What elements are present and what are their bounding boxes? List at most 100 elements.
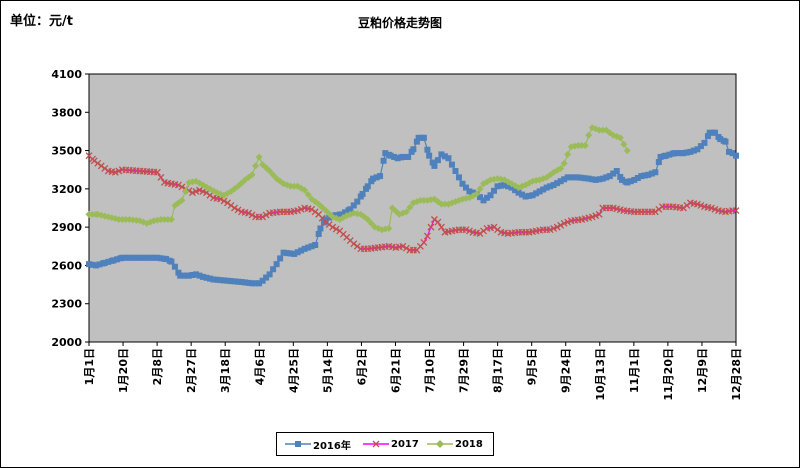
data-point bbox=[126, 254, 133, 261]
data-point bbox=[178, 183, 186, 191]
x-tick-label: 2月8日 bbox=[151, 348, 164, 385]
data-point bbox=[304, 191, 312, 199]
data-point bbox=[683, 149, 690, 156]
data-point bbox=[93, 262, 100, 269]
data-point bbox=[332, 225, 340, 233]
legend-marker-2016 bbox=[285, 441, 311, 447]
x-tick-label: 1月1日 bbox=[83, 348, 96, 385]
data-point bbox=[203, 274, 210, 281]
data-point bbox=[273, 261, 280, 268]
data-point bbox=[595, 210, 603, 218]
data-point bbox=[416, 196, 424, 204]
data-point bbox=[557, 221, 565, 229]
data-point bbox=[248, 171, 256, 179]
legend: 2016年 2017 2018 bbox=[276, 432, 494, 456]
data-point bbox=[578, 141, 586, 149]
legend-label-2016: 2016年 bbox=[313, 440, 351, 452]
data-point bbox=[631, 176, 638, 183]
data-point bbox=[291, 250, 298, 257]
y-tick-label: 3500 bbox=[51, 145, 82, 158]
data-point bbox=[505, 183, 512, 190]
data-point bbox=[526, 192, 533, 199]
data-point bbox=[350, 240, 358, 248]
data-point bbox=[652, 169, 659, 176]
data-point bbox=[157, 173, 165, 181]
data-point bbox=[706, 129, 713, 136]
data-point bbox=[168, 258, 175, 265]
data-point bbox=[613, 167, 620, 174]
data-point bbox=[430, 216, 438, 223]
x-tick-label: 10月13日 bbox=[594, 348, 607, 401]
data-point bbox=[455, 174, 462, 181]
data-point bbox=[284, 250, 291, 257]
data-point bbox=[441, 200, 449, 208]
data-point bbox=[540, 186, 547, 193]
data-point bbox=[174, 181, 182, 189]
data-point bbox=[690, 147, 697, 154]
data-point bbox=[694, 146, 701, 153]
data-point bbox=[192, 271, 199, 278]
unit-label: 单位：元/t bbox=[10, 14, 73, 29]
data-point bbox=[221, 277, 228, 284]
x-tick-label: 4月6日 bbox=[253, 348, 266, 385]
data-point bbox=[619, 176, 626, 183]
data-point bbox=[347, 206, 354, 213]
data-point bbox=[90, 157, 98, 165]
data-point bbox=[220, 197, 228, 205]
data-point bbox=[533, 190, 540, 197]
data-point bbox=[85, 210, 93, 218]
data-point bbox=[405, 153, 412, 160]
data-point bbox=[415, 134, 422, 141]
data-point bbox=[290, 182, 298, 190]
data-point bbox=[177, 272, 184, 279]
x-tick-label: 7月29日 bbox=[458, 348, 471, 393]
data-point bbox=[536, 188, 543, 195]
data-point bbox=[515, 189, 522, 196]
series-2018 bbox=[85, 124, 631, 234]
data-point bbox=[599, 126, 607, 134]
data-point bbox=[326, 214, 333, 221]
data-point bbox=[322, 216, 329, 223]
data-point bbox=[122, 254, 129, 261]
data-point bbox=[305, 244, 312, 251]
data-point bbox=[733, 152, 739, 159]
data-point bbox=[101, 164, 109, 172]
y-tick-label: 3200 bbox=[51, 183, 82, 196]
data-point bbox=[231, 278, 238, 285]
data-point bbox=[717, 136, 724, 143]
data-point bbox=[655, 159, 662, 166]
data-point bbox=[178, 196, 186, 204]
data-point bbox=[224, 277, 231, 284]
data-point bbox=[217, 277, 224, 284]
data-point bbox=[655, 205, 663, 213]
data-point bbox=[266, 167, 274, 175]
data-point bbox=[210, 276, 217, 283]
data-point bbox=[301, 245, 308, 252]
data-point bbox=[322, 218, 330, 226]
data-point bbox=[252, 280, 259, 287]
data-point bbox=[115, 215, 123, 223]
data-point bbox=[206, 275, 213, 282]
data-point bbox=[687, 148, 694, 155]
data-point bbox=[157, 255, 164, 262]
data-point bbox=[620, 140, 628, 148]
data-point bbox=[86, 261, 92, 268]
data-point bbox=[255, 153, 263, 161]
data-point bbox=[370, 175, 377, 182]
data-point bbox=[588, 124, 596, 132]
data-point bbox=[101, 259, 108, 266]
data-point bbox=[259, 213, 267, 221]
data-point bbox=[308, 205, 316, 213]
data-point bbox=[508, 184, 515, 191]
data-point bbox=[413, 138, 420, 145]
data-point bbox=[462, 184, 469, 191]
data-point bbox=[645, 171, 652, 178]
data-point bbox=[574, 141, 582, 149]
data-point bbox=[610, 170, 617, 177]
data-point bbox=[140, 254, 147, 261]
data-point bbox=[89, 261, 96, 268]
data-point bbox=[94, 159, 102, 167]
data-point bbox=[575, 174, 582, 181]
data-point bbox=[150, 254, 157, 261]
data-point bbox=[420, 238, 428, 246]
